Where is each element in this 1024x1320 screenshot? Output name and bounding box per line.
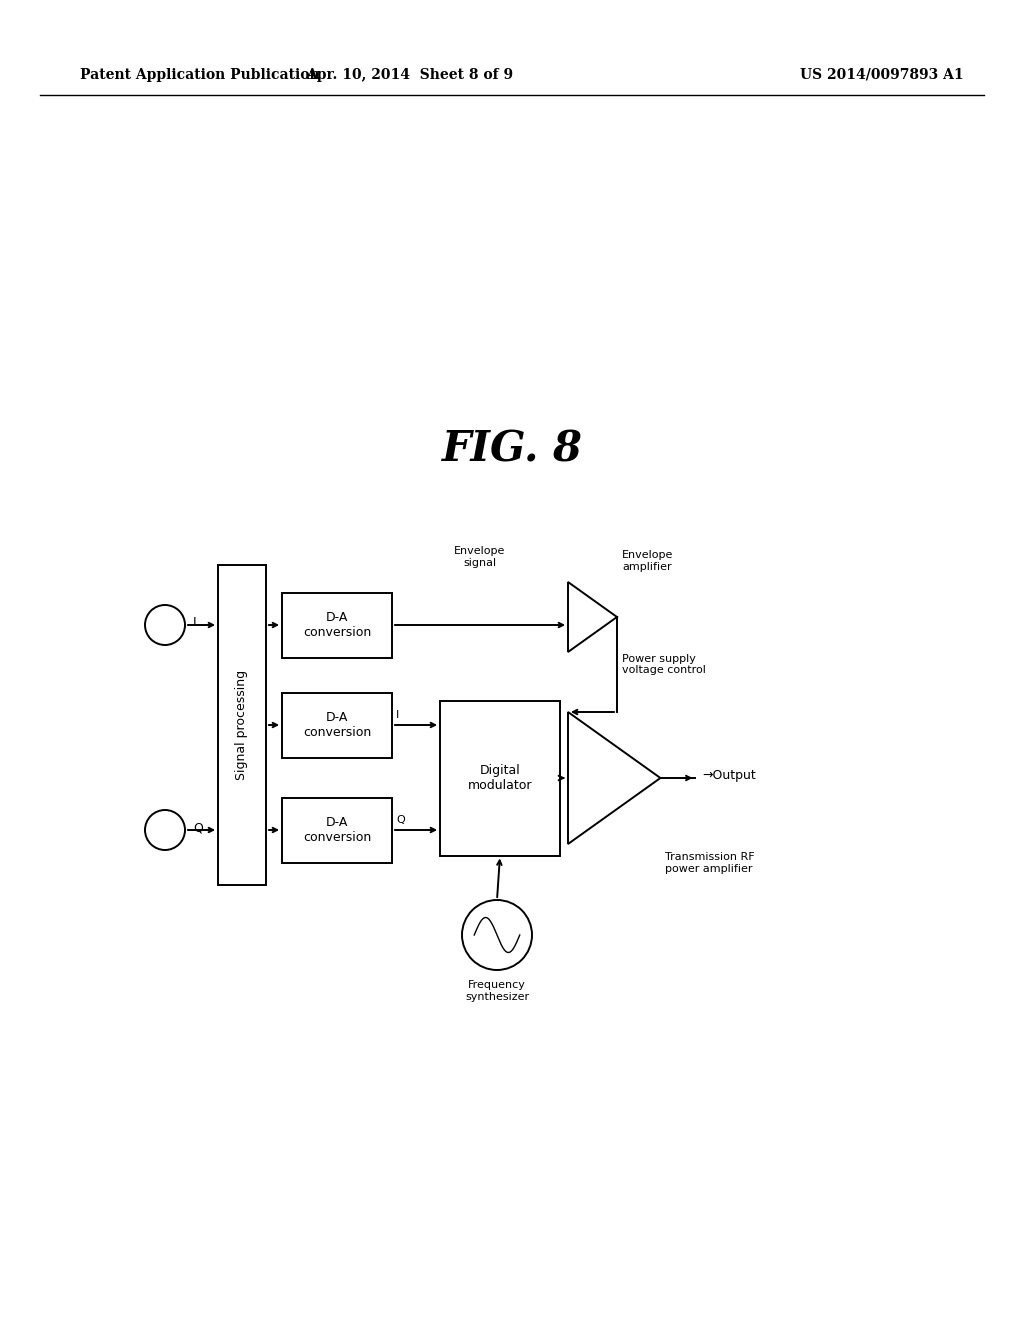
Text: I: I bbox=[193, 616, 197, 630]
Bar bbox=[282, 593, 392, 657]
Polygon shape bbox=[568, 582, 617, 652]
Text: Patent Application Publication: Patent Application Publication bbox=[80, 69, 319, 82]
Text: I: I bbox=[396, 710, 399, 719]
Text: Q: Q bbox=[396, 814, 404, 825]
Bar bbox=[218, 565, 266, 884]
Text: Envelope
signal: Envelope signal bbox=[455, 546, 506, 568]
Text: D-A
conversion: D-A conversion bbox=[303, 816, 371, 843]
Text: FIG. 8: FIG. 8 bbox=[441, 429, 583, 471]
Bar bbox=[440, 701, 560, 855]
Text: Digital
modulator: Digital modulator bbox=[468, 764, 532, 792]
Text: →Output: →Output bbox=[702, 770, 756, 783]
Text: US 2014/0097893 A1: US 2014/0097893 A1 bbox=[800, 69, 964, 82]
Text: Transmission RF
power amplifier: Transmission RF power amplifier bbox=[666, 851, 755, 874]
Text: Q: Q bbox=[193, 821, 203, 834]
Polygon shape bbox=[568, 711, 660, 843]
Text: Envelope
amplifier: Envelope amplifier bbox=[622, 550, 674, 572]
Text: D-A
conversion: D-A conversion bbox=[303, 611, 371, 639]
Text: Apr. 10, 2014  Sheet 8 of 9: Apr. 10, 2014 Sheet 8 of 9 bbox=[306, 69, 514, 82]
Bar bbox=[282, 693, 392, 758]
Text: Power supply
voltage control: Power supply voltage control bbox=[622, 653, 706, 676]
Bar bbox=[282, 797, 392, 862]
Circle shape bbox=[145, 605, 185, 645]
Text: D-A
conversion: D-A conversion bbox=[303, 711, 371, 739]
Circle shape bbox=[145, 810, 185, 850]
Text: Signal processing: Signal processing bbox=[236, 671, 249, 780]
Circle shape bbox=[462, 900, 532, 970]
Text: Frequency
synthesizer: Frequency synthesizer bbox=[465, 979, 529, 1002]
